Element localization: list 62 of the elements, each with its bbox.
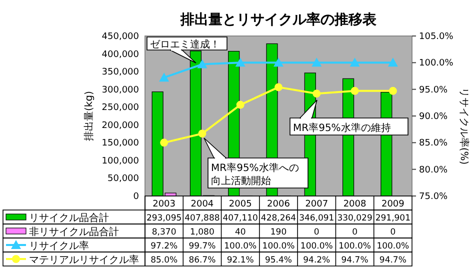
y2-tick-label: 100.0% — [419, 58, 454, 69]
y-axis-title: 排出量(kg) — [83, 90, 95, 141]
data-label: 97.2% — [150, 242, 178, 252]
data-label: 407,110 — [222, 214, 258, 224]
y-tick-label: 150,000 — [102, 138, 140, 149]
annotation: ゼロエミ達成！ — [150, 38, 220, 50]
data-label: 293,095 — [146, 214, 182, 224]
y2-tick-label: 105.0% — [419, 32, 454, 42]
data-label: 407,888 — [184, 214, 220, 224]
y-tick-label: 50,000 — [108, 174, 140, 184]
data-label: 291,901 — [375, 214, 411, 224]
data-label: 95.4% — [264, 256, 292, 266]
data-label: 8,370 — [152, 228, 176, 238]
x-tick-label: 2008 — [343, 200, 367, 210]
y-tick-label: 300,000 — [102, 85, 140, 96]
data-label: 92.1% — [226, 256, 254, 266]
data-label: 100.0% — [300, 242, 333, 252]
y2-tick-label: 80.0% — [419, 165, 448, 176]
y-tick-label: 350,000 — [102, 68, 140, 78]
x-tick-label: 2004 — [190, 200, 214, 210]
y-tick-label: 0 — [133, 192, 140, 202]
y2-tick-label: 95.0% — [419, 85, 448, 96]
y-tick-label: 400,000 — [102, 50, 140, 60]
y2-tick-label: 90.0% — [419, 112, 448, 122]
legend-label: マテリアルリサイクル率 — [29, 254, 139, 266]
data-label: 100.0% — [224, 242, 257, 252]
data-label: 40 — [234, 228, 246, 238]
data-label: 0 — [352, 228, 358, 238]
x-tick-label: 2003 — [152, 200, 176, 210]
data-label: 346,091 — [299, 214, 334, 224]
x-tick-label: 2007 — [305, 200, 328, 210]
y2-axis-title: リサイクル率(%) — [458, 87, 470, 165]
data-label: 100.0% — [338, 242, 371, 252]
data-label: 94.7% — [341, 256, 368, 266]
legend-label: リサイクル品合計 — [29, 212, 109, 224]
data-label: 85.0% — [150, 256, 178, 266]
data-label: 99.7% — [188, 242, 216, 252]
x-tick-label: 2005 — [228, 200, 252, 210]
annotation: MR率95%水準の維持 — [293, 122, 391, 134]
data-label: 100.0% — [376, 242, 410, 252]
data-label: 428,264 — [260, 214, 296, 224]
data-label: 1,080 — [190, 228, 214, 238]
y-tick-label: 450,000 — [102, 32, 140, 42]
y-tick-label: 250,000 — [102, 103, 140, 114]
y2-tick-label: 85.0% — [419, 138, 448, 149]
y-tick-label: 100,000 — [102, 156, 140, 166]
legend-label: リサイクル率 — [29, 240, 89, 252]
x-tick-label: 2009 — [381, 200, 405, 210]
data-label: 330,029 — [337, 214, 372, 224]
data-label: 0 — [314, 228, 320, 238]
y-tick-label: 200,000 — [102, 120, 140, 131]
annotation: MR率95%水準への向上活動開始 — [211, 162, 299, 187]
y2-tick-label: 75.0% — [419, 192, 448, 202]
data-label: 100.0% — [262, 242, 295, 252]
data-label: 86.7% — [188, 256, 216, 266]
legend-label: 非リサイクル品合計 — [29, 226, 119, 238]
x-tick-label: 2006 — [267, 200, 290, 210]
data-label: 94.7% — [379, 256, 406, 266]
data-label: 190 — [270, 228, 287, 238]
data-label: 94.2% — [303, 256, 330, 266]
data-label: 0 — [390, 228, 396, 238]
chart-title: 排出量とリサイクル率の推移表 — [180, 11, 378, 28]
